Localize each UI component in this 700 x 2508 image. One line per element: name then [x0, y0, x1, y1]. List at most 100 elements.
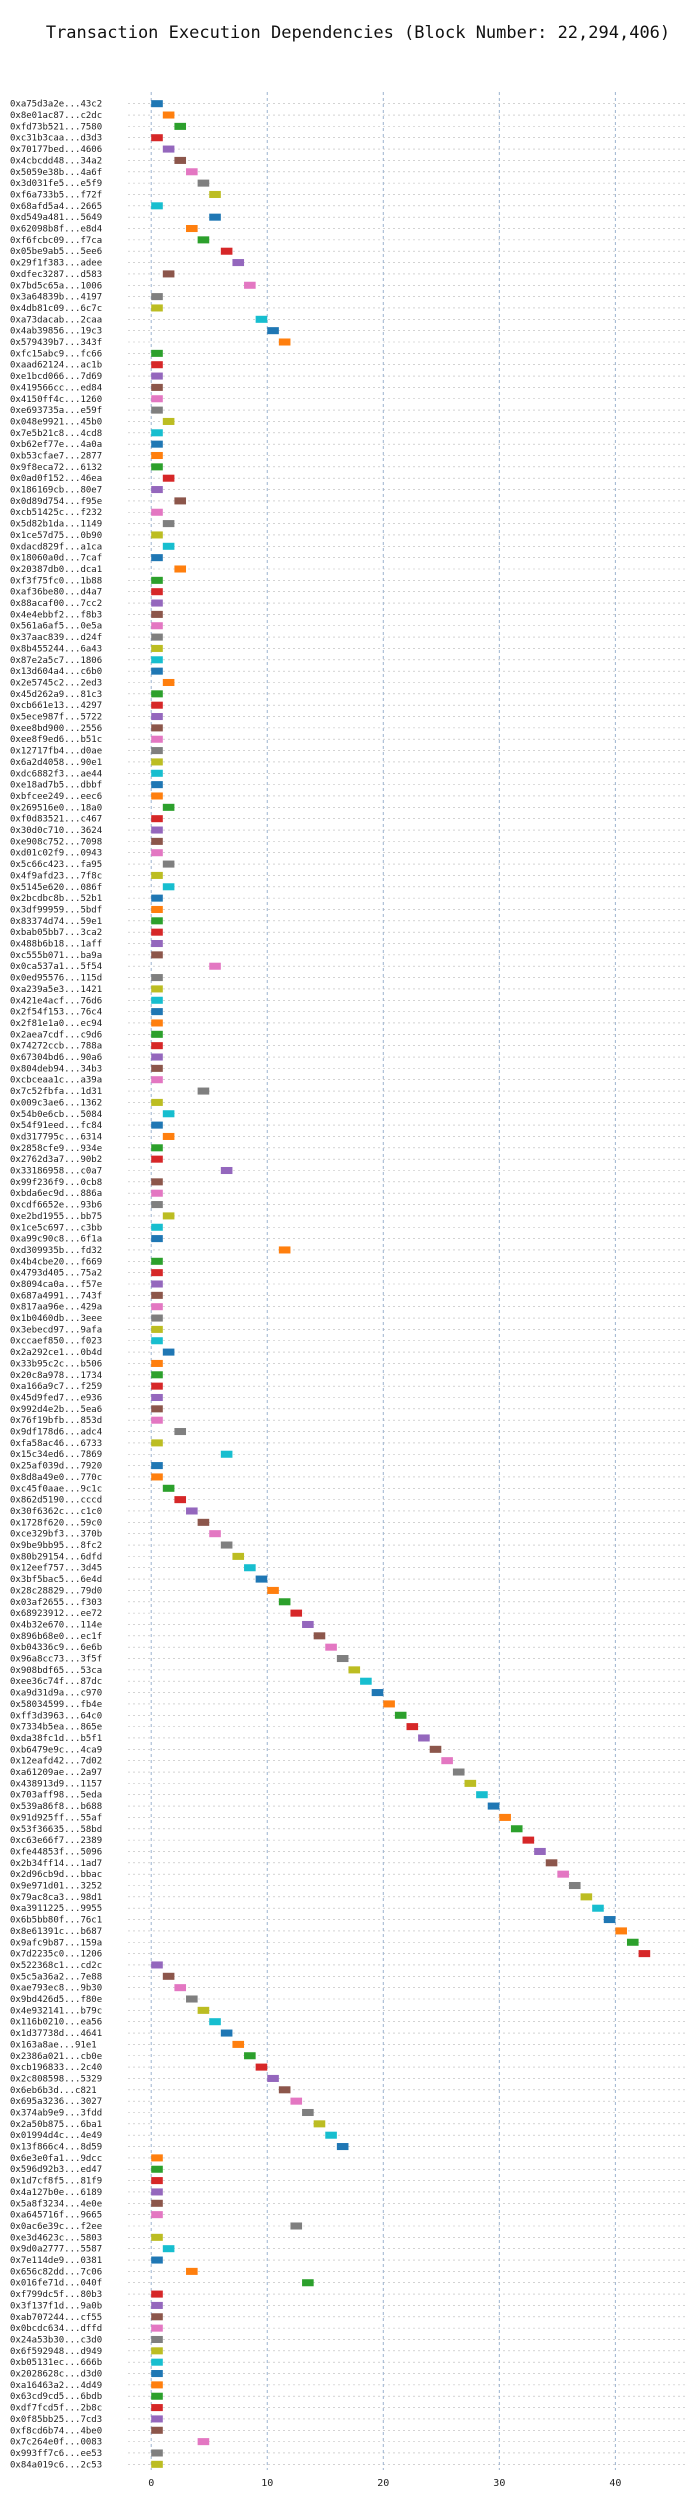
y-tick-label: 0xf3f75fc0...1b88 [10, 576, 102, 586]
y-tick-label: 0x03af2655...f303 [10, 1598, 102, 1608]
transaction-bar [186, 1995, 198, 2003]
transaction-bar [244, 1564, 256, 1572]
transaction-bar [220, 1450, 233, 1458]
y-tick-label: 0xa166a9c7...f259 [10, 1382, 102, 1392]
transaction-bar [151, 1439, 163, 1447]
transaction-bar [151, 667, 163, 675]
y-tick-label: 0x54b0e6cb...5084 [10, 1110, 102, 1120]
y-tick-label: 0xb6479e9c...4ca9 [10, 1745, 102, 1755]
transaction-bar [162, 270, 175, 278]
transaction-bar [162, 1972, 175, 1980]
y-tick-label: 0xfc15abc9...fc66 [10, 349, 102, 359]
transaction-bar [151, 644, 163, 652]
y-tick-label: 0xa61209ae...2a97 [10, 1768, 102, 1778]
transaction-bar [151, 361, 163, 369]
transaction-bar [568, 1881, 581, 1890]
y-tick-label: 0x4e932141...b79c [10, 2006, 102, 2016]
y-tick-label: 0xb53cfae7...2877 [10, 452, 102, 462]
y-tick-label: 0xe18ad7b5...dbbf [10, 781, 102, 791]
y-tick-label: 0xa645716f...9665 [10, 2211, 102, 2221]
transaction-bar [209, 1530, 221, 1538]
transaction-bar [151, 2211, 163, 2219]
transaction-bar [220, 1166, 233, 1175]
y-tick-label: 0xf799dc5f...80b3 [10, 2290, 102, 2300]
y-tick-label: 0x009c3ae6...1362 [10, 1098, 102, 1108]
transaction-bar [325, 1643, 337, 1651]
transaction-bar [336, 1655, 349, 1663]
transaction-bar [151, 769, 163, 777]
transaction-bar [174, 565, 187, 573]
y-tick-label: 0xda38fc1d...b5f1 [10, 1734, 102, 1744]
y-tick-label: 0xcb51425c...f232 [10, 508, 102, 518]
y-tick-label: 0xb04336c9...6e6b [10, 1643, 102, 1653]
transaction-bar [151, 1269, 163, 1277]
y-tick-label: 0x96a8cc73...3f5f [10, 1655, 102, 1665]
y-tick-label: 0xce329bf3...370b [10, 1530, 102, 1540]
y-tick-label: 0x9d0a2777...5587 [10, 2245, 102, 2255]
transaction-bar [162, 520, 175, 528]
transaction-bar [244, 281, 256, 289]
transaction-bar [487, 1802, 500, 1810]
y-tick-label: 0xc31b3caa...d3d3 [10, 134, 102, 144]
y-tick-label: 0x8e61391c...b687 [10, 1927, 102, 1937]
y-tick-label: 0x2b34ff14...1ad7 [10, 1859, 102, 1869]
y-tick-label: 0x62098b8f...e8d4 [10, 225, 102, 235]
transaction-bar [151, 1155, 163, 1163]
y-tick-label: 0x8e01ac87...c2dc [10, 111, 102, 121]
transaction-bar [371, 1689, 384, 1697]
y-tick-label: 0xa75d3a2e...43c2 [10, 100, 102, 110]
transaction-bar [151, 1064, 163, 1072]
transaction-bar [151, 2177, 163, 2185]
y-tick-label: 0xd01c02f9...0943 [10, 849, 102, 859]
y-tick-label: 0x374ab9e9...3fdd [10, 2108, 102, 2118]
transaction-bar [151, 451, 163, 460]
y-tick-label: 0x579439b7...343f [10, 338, 102, 348]
transaction-bar [151, 2313, 163, 2321]
transaction-bar [255, 2063, 268, 2071]
transaction-bar [151, 100, 163, 108]
transaction-bar [302, 1620, 314, 1628]
y-tick-label: 0x33b95c2c...b506 [10, 1359, 102, 1369]
transaction-bar [151, 554, 163, 562]
transaction-bar [162, 145, 175, 153]
y-tick-label: 0x804deb94...34b3 [10, 1064, 102, 1074]
y-tick-label: 0x3f137f1d...9a0b [10, 2301, 102, 2311]
y-tick-label: 0x522368c1...cd2c [10, 1961, 102, 1971]
y-tick-label: 0x3ebecd97...9afa [10, 1325, 102, 1335]
transaction-bar [336, 2143, 349, 2151]
y-tick-label: 0x5c66c423...fa95 [10, 860, 102, 870]
transaction-bar [209, 213, 221, 221]
y-tick-label: 0x2762d3a7...90b2 [10, 1155, 102, 1165]
transaction-bar [151, 1961, 163, 1969]
y-tick-label: 0xfe44853f...5096 [10, 1847, 102, 1857]
y-tick-label: 0xb05131ec...666b [10, 2358, 102, 2368]
y-tick-label: 0x3a64839b...4197 [10, 293, 102, 303]
transaction-bar [174, 497, 187, 505]
y-tick-label: 0x18060a0d...7caf [10, 554, 102, 564]
transaction-bar [220, 1541, 233, 1549]
transaction-bar [151, 2347, 163, 2355]
transaction-bar [151, 928, 163, 936]
y-tick-label: 0x116b0210...ea56 [10, 2018, 102, 2028]
bars [151, 100, 651, 2468]
transaction-bar [278, 1598, 291, 1606]
transaction-bar [278, 2086, 291, 2094]
y-tick-labels: 0xa75d3a2e...43c20x8e01ac87...c2dc0xfd73… [10, 100, 102, 2471]
y-tick-label: 0x9e971d01...3252 [10, 1882, 102, 1892]
transaction-bar [151, 508, 163, 516]
y-tick-label: 0x70177bed...4606 [10, 145, 102, 155]
y-tick-label: 0x0bcdc634...dffd [10, 2324, 102, 2334]
y-tick-label: 0x048e9921...45b0 [10, 417, 102, 427]
transaction-bar [626, 1938, 639, 1946]
y-tick-label: 0xcdf6652e...93b6 [10, 1201, 102, 1211]
y-tick-label: 0x7334b5ea...865e [10, 1723, 102, 1733]
transaction-bar [151, 747, 163, 755]
y-tick-label: 0xcbceaa1c...a39a [10, 1076, 102, 1086]
transaction-bar [151, 588, 163, 596]
y-tick-label: 0x9bd426d5...f80e [10, 1995, 102, 2005]
transaction-bar [151, 383, 163, 391]
y-tick-label: 0xf0d83521...c467 [10, 815, 102, 825]
y-tick-label: 0x0ca537a1...5f54 [10, 962, 102, 972]
y-tick-label: 0x4b4cbe20...f669 [10, 1257, 102, 1267]
